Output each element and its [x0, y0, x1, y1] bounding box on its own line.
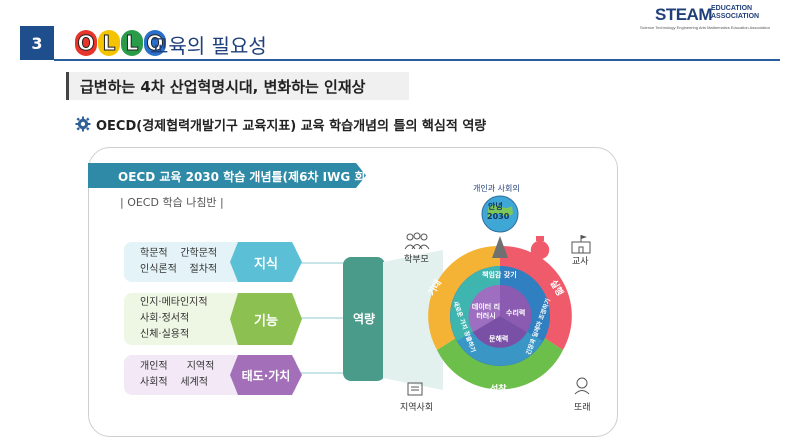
steam-logo: STEAM — [655, 5, 713, 24]
attitude-items: 개인적 지역적 사회적 세계적 — [140, 359, 230, 391]
attitude-tag-shape — [230, 355, 302, 395]
ollo-logo: O L L O — [75, 28, 166, 58]
globe-text-year: 2030 — [487, 212, 510, 221]
community-label: 지역사회 — [400, 403, 434, 413]
logo-side-line: EDUCATION — [711, 5, 753, 12]
knowledge-items: 학문적 간학문적 인식론적 절차적 — [140, 246, 230, 278]
skills-item: 사회·정서적 — [140, 313, 190, 324]
page-title: 교육의 필요성 — [150, 34, 267, 58]
compass-wheel — [428, 236, 572, 390]
gear-icon — [75, 116, 91, 132]
skills-item: 인지·메타인지적 — [140, 297, 208, 308]
diagram-banner-text: OECD 교육 2030 학습 개념틀(제6차 IWG 회의) — [118, 170, 382, 184]
teacher-label: 교사 — [572, 257, 589, 267]
logo-letter-l: L — [121, 30, 143, 56]
attitude-item: 사회적 — [140, 377, 168, 388]
inner-label-responsibility: 책임감 갖기 — [482, 271, 517, 279]
core-label-numeracy: 수리력 — [506, 309, 526, 317]
compass-pointer — [492, 236, 508, 258]
core-label-literacy: 문해력 — [489, 335, 509, 343]
steam-logo-side: EDUCATION ASSOCIATION — [711, 5, 759, 21]
skills-tag: 기능 — [254, 313, 278, 329]
subtitle-band — [66, 72, 409, 100]
core-data-literacy — [468, 284, 500, 332]
steam-logo-subtitle: Science Technology Engineering Arts Math… — [640, 25, 771, 30]
page-number: 3 — [20, 26, 54, 60]
section-subtitle: 급변하는 4차 산업혁명시대, 변화하는 인재상 — [80, 78, 366, 96]
skills-tag-shape — [230, 293, 302, 345]
globe-icon — [481, 195, 519, 233]
skills-item: 신체·실용적 — [140, 329, 190, 340]
community-icon — [407, 382, 423, 396]
logo-letter-o: O — [75, 30, 97, 56]
outer-label-reflection: 성찰 — [490, 385, 507, 395]
knowledge-item: 학문적 — [140, 248, 168, 259]
knowledge-tag-shape — [230, 242, 302, 282]
bullet-text: OECD(경제협력개발기구 교육지표) 교육 학습개념의 틀의 핵심적 역량 — [96, 119, 487, 134]
teacher-icon — [571, 235, 591, 254]
knowledge-tag: 지식 — [254, 256, 278, 272]
knowledge-item: 인식론적 — [140, 264, 177, 275]
core-literacy — [473, 316, 527, 348]
compass-label: | OECD 학습 나침반 | — [120, 196, 224, 209]
peers-icon — [574, 377, 590, 395]
globe-caption: 개인과 사회의 — [473, 184, 520, 193]
peers-label: 또래 — [574, 403, 591, 413]
core-label-data-literacy: 데이터 리터러시 — [471, 303, 501, 320]
capability-label: 역량 — [352, 312, 376, 326]
globe-text-wellbeing: 안녕 — [488, 202, 503, 211]
skills-items: 인지·메타인지적 사회·정서적 신체·실용적 — [140, 295, 240, 343]
logo-side-line: ASSOCIATION — [711, 13, 760, 20]
compass-knob-cap — [536, 236, 544, 241]
attitude-tag: 태도·가치 — [241, 368, 291, 383]
capability-funnel — [383, 250, 443, 390]
header-divider — [54, 59, 780, 61]
parents-label: 학부모 — [404, 255, 429, 265]
core-numeracy — [500, 284, 532, 332]
connector-lines — [300, 262, 345, 374]
capability-box — [343, 257, 385, 381]
logo-letter-o: O — [144, 30, 166, 56]
attitude-item: 세계적 — [180, 377, 208, 388]
logo-letter-l: L — [98, 30, 120, 56]
attitude-item: 개인적 — [140, 361, 168, 372]
diagram-banner — [88, 163, 366, 188]
parents-icon — [404, 232, 430, 250]
knowledge-item: 절차적 — [189, 264, 218, 275]
attitude-item: 지역적 — [186, 361, 215, 372]
knowledge-item: 간학문적 — [180, 248, 218, 259]
